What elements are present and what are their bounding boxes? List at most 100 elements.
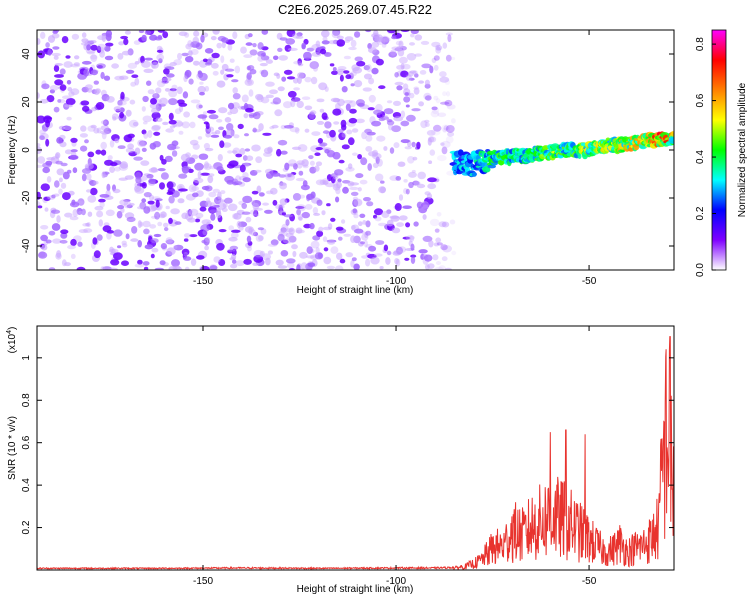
heatmap-cell	[383, 146, 388, 151]
heatmap-cell	[296, 264, 301, 270]
heatmap-cell	[96, 234, 103, 241]
heatmap-cell	[45, 119, 50, 128]
heatmap-cell	[380, 180, 385, 184]
heatmap-cell	[235, 153, 243, 158]
heatmap-cell	[237, 123, 244, 130]
heatmap-cell	[289, 126, 300, 133]
heatmap-cell	[400, 70, 409, 78]
snr-x-ticks: -150 -100 -50	[193, 326, 597, 587]
heatmap-cell	[393, 142, 400, 149]
heatmap-cell	[400, 139, 410, 144]
heatmap-cell	[403, 179, 408, 183]
heatmap-cell	[53, 30, 60, 33]
heatmap-cell	[350, 71, 357, 77]
heatmap-cell	[336, 68, 346, 72]
heatmap-cell	[62, 192, 71, 201]
heatmap-cell	[374, 216, 382, 222]
heatmap-cell	[195, 42, 203, 50]
heatmap-cell	[224, 117, 232, 123]
heatmap-cell	[38, 251, 48, 259]
heatmap-cell	[143, 68, 154, 74]
heatmap-cell	[168, 89, 178, 98]
heatmap-cell	[149, 142, 157, 150]
heatmap-cell	[190, 99, 201, 104]
heatmap-cell	[331, 70, 339, 76]
heatmap-cell	[315, 179, 326, 186]
heatmap-cell	[83, 228, 93, 234]
heatmap-cell	[171, 190, 180, 198]
heatmap-cell	[53, 55, 59, 60]
heatmap-cell	[440, 101, 450, 105]
heatmap-cell	[96, 210, 104, 218]
heatmap-cell	[80, 145, 88, 152]
heatmap-cell	[315, 147, 323, 151]
heatmap-cell	[216, 80, 226, 88]
heatmap-cell	[357, 221, 363, 227]
heatmap-cell	[345, 74, 352, 80]
heatmap-cell	[295, 206, 305, 209]
heatmap-cell	[215, 210, 222, 219]
heatmap-cell	[160, 172, 169, 180]
heatmap-cell	[139, 140, 147, 146]
heatmap-cell	[354, 31, 361, 38]
heatmap-cell	[166, 181, 174, 190]
heatmap-cell	[292, 193, 302, 201]
heatmap-cell	[378, 117, 386, 122]
heatmap-cell	[447, 131, 455, 137]
heatmap-cell	[209, 209, 218, 214]
heatmap-cell	[300, 184, 310, 191]
heatmap-cell	[378, 222, 387, 227]
heatmap-cell	[343, 233, 352, 237]
heatmap-cell	[100, 71, 105, 80]
heatmap-cell	[251, 144, 261, 152]
heatmap-cell	[46, 95, 55, 103]
heatmap-cell	[294, 127, 300, 134]
heatmap-cell	[56, 215, 61, 223]
heatmap-cell	[427, 137, 432, 146]
heatmap-cell	[350, 191, 359, 196]
heatmap-cell	[413, 86, 420, 90]
heatmap-cell	[131, 226, 138, 234]
heatmap-cell	[265, 59, 273, 64]
heatmap-cell	[178, 102, 188, 107]
heatmap-cell	[441, 221, 450, 228]
heatmap-cell	[166, 191, 174, 196]
heatmap-cell	[96, 63, 106, 69]
heatmap-cell	[151, 124, 161, 131]
heatmap-cell	[363, 197, 371, 202]
heatmap-cell	[442, 42, 448, 49]
heatmap-cell	[116, 210, 123, 219]
heatmap-cell	[310, 76, 318, 85]
heatmap-cell	[188, 78, 194, 85]
snr-scale-exponent: 4	[6, 330, 13, 334]
heatmap-cell	[90, 187, 98, 196]
colorbar-tick-label: 0.4	[695, 150, 706, 164]
heatmap-cell	[258, 192, 265, 197]
heatmap-cell	[398, 40, 404, 48]
heatmap-cell	[368, 47, 377, 54]
heatmap-cell	[416, 141, 421, 150]
heatmap-cell	[311, 51, 322, 57]
heatmap-cell	[141, 147, 147, 152]
heatmap-cell	[337, 66, 347, 71]
heatmap-cell	[241, 202, 247, 209]
heatmap-cell	[164, 227, 169, 232]
heatmap-cell	[372, 162, 379, 169]
heatmap-cell	[134, 61, 140, 65]
heatmap-cell	[360, 157, 368, 166]
heatmap-cell	[306, 47, 315, 52]
heatmap-cell	[381, 43, 387, 48]
heatmap-cell	[293, 163, 298, 170]
snr-panel: -150 -100 -50 0.2 0.4 0.6 0.8 1 Height of stra…	[6, 325, 675, 595]
heatmap-cell	[67, 169, 72, 174]
heatmap-cell	[178, 188, 188, 192]
heatmap-cell	[70, 238, 77, 247]
heatmap-cell	[67, 244, 76, 250]
heatmap-cell	[60, 232, 68, 239]
heatmap-cell	[321, 30, 330, 38]
heatmap-cell	[316, 120, 325, 125]
heatmap-cell	[431, 107, 440, 115]
heatmap-cell	[150, 253, 155, 259]
heatmap-cell	[245, 216, 252, 223]
colorbar-tick-label: 0.8	[695, 37, 706, 51]
